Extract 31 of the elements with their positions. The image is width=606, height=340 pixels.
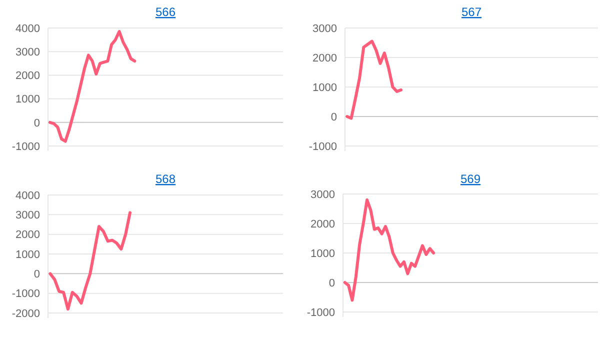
y-tick-label: 2000 — [16, 70, 40, 82]
y-tick-label: 1000 — [16, 94, 40, 106]
y-tick-label: -1000 — [306, 306, 335, 319]
y-tick-label: 4000 — [16, 190, 40, 202]
y-tick-label: 4000 — [16, 22, 40, 35]
y-tick-label: 2000 — [312, 52, 337, 64]
y-tick-label: 0 — [330, 111, 337, 124]
line-series — [346, 40, 402, 120]
y-tick-label: -1000 — [12, 140, 40, 153]
y-tick-label: 1000 — [310, 248, 335, 260]
chart-title: 569 — [460, 172, 481, 186]
y-tick-label: 1000 — [312, 82, 337, 94]
y-tick-label: 3000 — [16, 46, 40, 58]
y-tick-label: 0 — [34, 117, 40, 130]
chart-title: 566 — [155, 5, 176, 19]
y-tick-label: 2000 — [16, 229, 40, 242]
y-tick-label: 2000 — [310, 218, 335, 230]
chart-title: 567 — [461, 5, 482, 19]
y-tick-label: -2000 — [12, 308, 40, 320]
y-tick-label: -1000 — [12, 288, 40, 300]
y-tick-label: 0 — [328, 277, 335, 290]
y-tick-label: 1000 — [16, 248, 40, 261]
y-tick-label: -1000 — [308, 140, 337, 153]
y-tick-label: 0 — [34, 268, 40, 281]
line-series — [48, 30, 136, 143]
y-tick-label: 3000 — [16, 210, 40, 222]
y-tick-label: 3000 — [312, 22, 337, 35]
chart-title: 568 — [155, 172, 176, 186]
line-series — [48, 211, 132, 311]
line-series — [343, 198, 436, 302]
y-tick-label: 3000 — [310, 188, 335, 201]
